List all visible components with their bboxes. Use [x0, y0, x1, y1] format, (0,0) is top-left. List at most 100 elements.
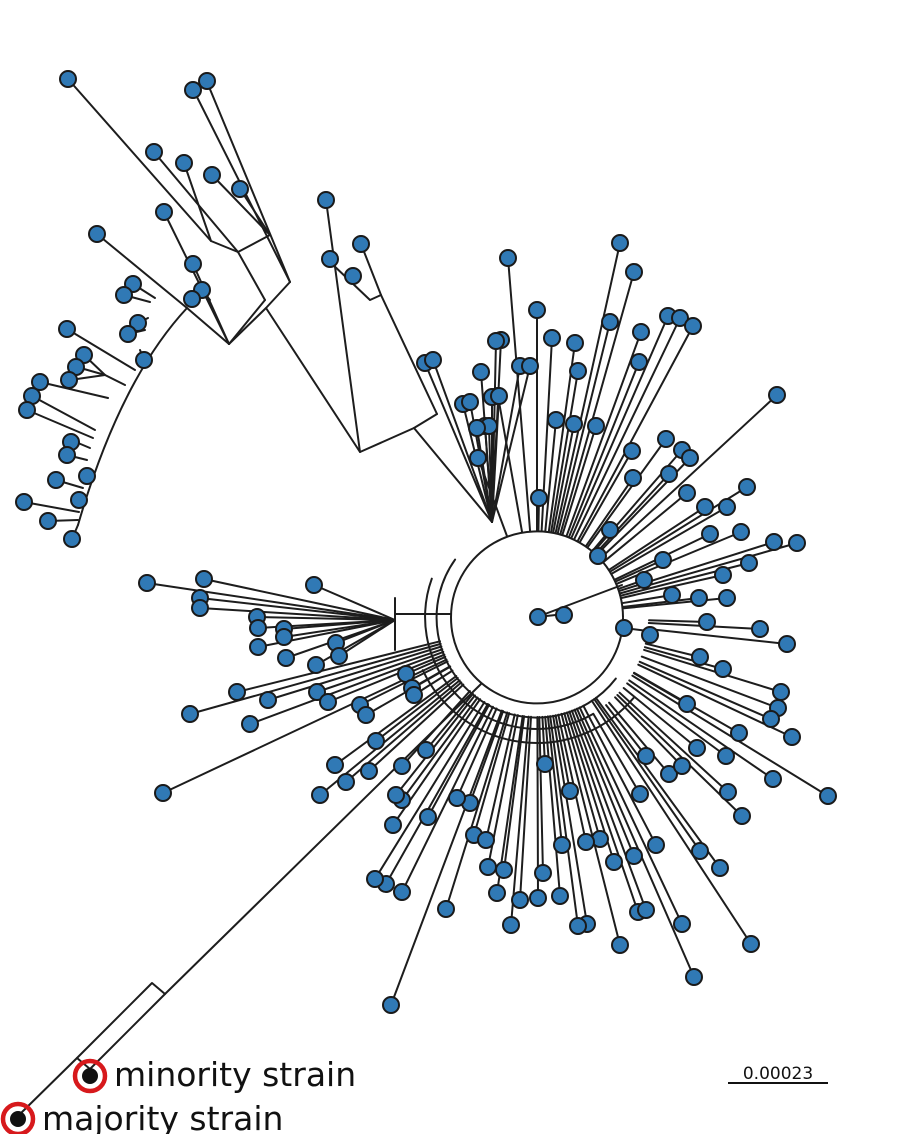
tree-leaf-node-134	[277, 649, 295, 667]
tree-leaf-node-14	[547, 411, 565, 429]
tree-leaf-node-118	[367, 732, 385, 750]
tree-branch-83	[549, 715, 579, 927]
tree-leaf-node-49	[714, 660, 732, 678]
tree-leaf-node-138	[321, 250, 339, 268]
tree-leaf-node-60	[733, 807, 751, 825]
tree-branch-105	[385, 703, 489, 885]
tree-leaf-node-29	[732, 523, 750, 541]
tree-leaf-node-83	[691, 842, 709, 860]
tree-leaf-node-184	[521, 357, 539, 375]
tree-leaf-node-66	[536, 755, 554, 773]
tree-leaf-node-75	[551, 887, 569, 905]
tree-branch-136	[313, 584, 396, 621]
tree-leaf-node-21	[657, 430, 675, 448]
tree-branch-107	[390, 709, 503, 1006]
tree-leaf-node-170	[70, 491, 88, 509]
tree-leaf-node-116	[241, 715, 259, 733]
tree-branch-180	[39, 381, 109, 399]
tree-branch-165	[153, 151, 239, 253]
tree-leaf-node-172	[39, 512, 57, 530]
tree-branch-103	[427, 703, 491, 818]
tree-leaf-node-162	[60, 371, 78, 389]
tree-branch-84	[560, 712, 621, 946]
tree-branch-22	[561, 425, 597, 536]
tree-branch-134	[199, 597, 396, 621]
tree-leaf-node-124	[138, 574, 156, 592]
tree-branch-54	[644, 642, 701, 658]
tree-leaf-node-147	[203, 166, 221, 184]
tree-branch-18	[576, 325, 694, 543]
tree-leaf-node-90	[479, 858, 497, 876]
tree-branch-90	[594, 696, 721, 869]
tree-branch-158	[206, 81, 291, 283]
tree-branch-161	[237, 188, 271, 301]
tree-branch-110	[395, 694, 476, 796]
tree-branch-143	[335, 619, 396, 644]
tree-branch-146	[164, 683, 482, 995]
tree-leaf-node-15	[565, 415, 583, 433]
tree-branch-153	[329, 261, 382, 301]
tree-branch-5	[536, 584, 623, 618]
tree-leaf-node-91	[495, 861, 513, 879]
tree-leaf-node-153	[88, 225, 106, 243]
tree-branch-112	[425, 692, 474, 751]
tree-branch-145	[315, 619, 396, 666]
tree-leaf-node-81	[625, 847, 643, 865]
tree-leaf-node-41	[589, 547, 607, 565]
tree-branch-98	[473, 712, 511, 836]
tree-leaf-node-105	[393, 757, 411, 775]
tree-leaf-node-113	[319, 693, 337, 711]
tree-branch-55	[643, 646, 724, 670]
tree-branch-191	[424, 362, 493, 523]
tree-leaf-node-26	[696, 498, 714, 516]
tree-branch-31	[602, 492, 688, 564]
tree-branch-70	[592, 712, 641, 795]
tree-branch-89	[593, 698, 701, 852]
tree-leaf-node-1	[528, 301, 546, 319]
tree-leaf-node-97	[419, 808, 437, 826]
tree-branch-79	[519, 715, 532, 901]
tree-branch-16	[570, 315, 669, 540]
tree-leaf-node-39	[654, 551, 672, 569]
tree-leaf-node-182	[487, 332, 505, 350]
legend-minority: minority strain	[72, 1055, 356, 1094]
tree-branch-13	[550, 370, 579, 534]
tree-leaf-node-125	[195, 570, 213, 588]
tree-leaf-node-73	[511, 891, 529, 909]
tree-leaf-node-62	[660, 765, 678, 783]
tree-leaf-node-128	[305, 576, 323, 594]
tree-leaf-node-85	[673, 915, 691, 933]
tree-branch-122	[249, 650, 445, 725]
tree-leaf-node-31	[788, 534, 806, 552]
tree-branch-120	[267, 645, 443, 701]
tree-branch-67	[618, 691, 729, 793]
tree-branch-109	[401, 696, 479, 801]
tree-leaf-node-9	[630, 353, 648, 371]
tree-branch-91	[578, 706, 683, 925]
tree-leaf-node-36	[690, 589, 708, 607]
tree-branch-169	[77, 307, 188, 526]
tree-leaf-node-136	[330, 647, 348, 665]
tree-leaf-node-61	[719, 783, 737, 801]
tree-branch-33	[610, 506, 728, 575]
tree-branch-32	[607, 506, 706, 571]
tree-leaf-node-123	[154, 784, 172, 802]
tree-leaf-node-87	[742, 935, 760, 953]
tree-leaf-node-150	[184, 255, 202, 273]
tree-leaf-node-180	[490, 387, 508, 405]
tree-leaf-node-6	[566, 334, 584, 352]
tree-branch-19	[599, 394, 778, 560]
tree-branch-15	[567, 361, 640, 539]
tree-leaf-node-165	[18, 401, 36, 419]
tree-leaf-node-27	[718, 498, 736, 516]
tree-branch-81	[544, 715, 561, 897]
tree-branch-14	[565, 331, 642, 538]
tree-leaf-node-114	[259, 691, 277, 709]
tree-branch-176	[66, 328, 136, 371]
tree-leaf-node-20	[623, 442, 641, 460]
tree-leaf-node-169	[47, 471, 65, 489]
legend-majority: majority strain	[0, 1099, 283, 1134]
tree-leaf-node-64	[631, 785, 649, 803]
majority-strain-label: majority strain	[42, 1099, 283, 1134]
tree-leaf-node-71	[553, 836, 571, 854]
